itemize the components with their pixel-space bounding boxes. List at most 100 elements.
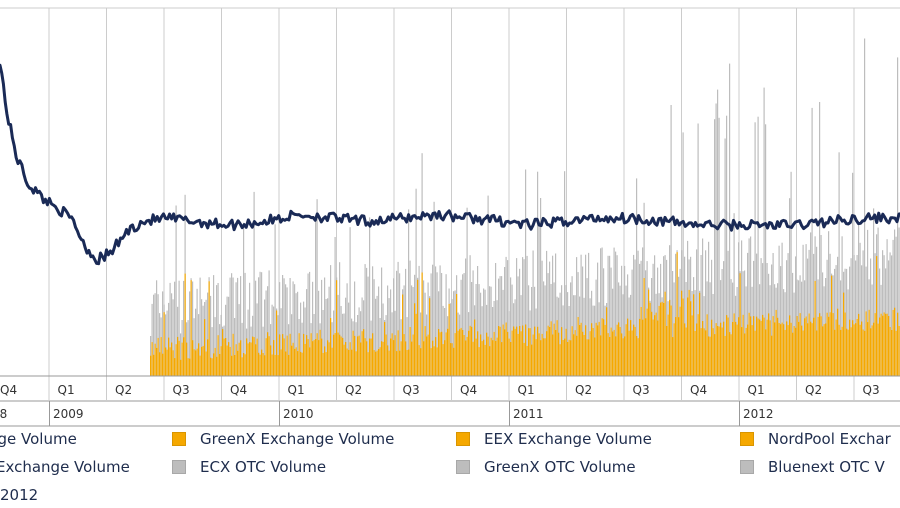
exchange-volume-bar	[204, 319, 206, 376]
otc-volume-bar	[423, 280, 425, 376]
legend-item[interactable]: GreenX Exchange Volume	[172, 429, 394, 449]
otc-volume-bar	[306, 289, 308, 376]
otc-volume-bar	[555, 253, 557, 376]
exchange-volume-bar	[669, 299, 671, 376]
otc-volume-bar	[171, 293, 173, 376]
exchange-volume-bar	[531, 344, 533, 376]
otc-volume-bar	[289, 278, 291, 376]
exchange-volume-bar	[622, 338, 624, 376]
exchange-volume-bar	[297, 351, 299, 376]
otc-volume-bar	[841, 236, 843, 376]
exchange-volume-bar	[294, 348, 296, 376]
exchange-volume-bar	[652, 319, 654, 376]
exchange-volume-bar	[790, 322, 792, 376]
legend-item[interactable]: NordPool Exchar	[740, 429, 891, 449]
exchange-volume-bar	[412, 334, 414, 376]
quarter-tick-label: Q1	[518, 383, 535, 397]
exchange-volume-bar	[240, 340, 242, 376]
exchange-volume-bar	[891, 330, 893, 376]
exchange-volume-bar	[369, 338, 371, 376]
exchange-volume-bar	[837, 308, 839, 376]
legend-item[interactable]: Exchange Volume	[0, 457, 130, 477]
otc-volume-bar	[495, 263, 497, 376]
otc-volume-bar	[816, 246, 818, 376]
exchange-volume-bar	[448, 303, 450, 376]
exchange-volume-bar	[475, 338, 477, 376]
exchange-volume-bar	[640, 307, 642, 376]
exchange-volume-bar	[345, 342, 347, 376]
otc-volume-bar	[607, 255, 609, 376]
otc-volume-bar	[702, 238, 704, 376]
exchange-volume-bar	[588, 339, 590, 376]
otc-volume-bar	[882, 250, 884, 376]
legend-item[interactable]: Bluenext OTC V	[740, 457, 885, 477]
exchange-volume-bar	[150, 355, 152, 376]
otc-volume-bar	[564, 171, 566, 376]
otc-volume-bar	[684, 256, 686, 376]
exchange-volume-bar	[883, 312, 885, 376]
exchange-volume-bar	[453, 347, 455, 376]
otc-volume-bar	[228, 296, 230, 376]
exchange-volume-bar	[295, 347, 297, 376]
exchange-volume-bar	[189, 358, 191, 376]
otc-volume-bar	[267, 286, 269, 376]
exchange-volume-bar	[505, 322, 507, 376]
legend-label: Exchange Volume	[0, 458, 130, 476]
exchange-volume-bar	[517, 333, 519, 376]
exchange-volume-bar	[306, 335, 308, 376]
otc-volume-bar	[822, 272, 824, 376]
otc-volume-bar	[421, 153, 423, 376]
otc-volume-bar	[271, 304, 273, 376]
otc-volume-bar	[886, 239, 888, 376]
otc-volume-bar	[787, 253, 789, 376]
otc-volume-bar	[786, 260, 788, 376]
exchange-volume-bar	[799, 313, 801, 376]
exchange-volume-bar	[312, 341, 314, 376]
otc-volume-bar	[781, 242, 783, 376]
legend-item[interactable]: ECX OTC Volume	[172, 457, 326, 477]
price-line	[0, 63, 900, 266]
exchange-volume-bar	[501, 342, 503, 376]
otc-volume-bar	[670, 105, 672, 376]
exchange-volume-bar	[183, 337, 185, 376]
exchange-volume-bar	[843, 292, 845, 376]
exchange-volume-bar	[268, 336, 270, 376]
exchange-volume-bar	[727, 317, 729, 376]
otc-volume-bar	[585, 254, 587, 376]
exchange-volume-bar	[889, 327, 891, 376]
exchange-volume-bar	[880, 313, 882, 376]
otc-volume-bar	[730, 279, 732, 376]
legend-item[interactable]: GreenX OTC Volume	[456, 457, 636, 477]
otc-volume-bar	[724, 138, 726, 376]
exchange-volume-bar	[390, 338, 392, 376]
exchange-volume-bar	[714, 334, 716, 376]
otc-volume-bar	[633, 254, 635, 376]
otc-volume-bar	[162, 291, 164, 376]
exchange-volume-bar	[180, 359, 182, 376]
exchange-volume-bar	[757, 318, 759, 376]
exchange-volume-bar	[895, 330, 897, 376]
exchange-volume-bar	[375, 351, 377, 376]
exchange-volume-bar	[414, 303, 416, 376]
exchange-volume-bar	[618, 322, 620, 376]
exchange-volume-bar	[886, 313, 888, 376]
exchange-volume-bar	[304, 343, 306, 376]
exchange-volume-bar	[865, 311, 867, 376]
otc-volume-bar	[286, 287, 288, 376]
otc-volume-bar	[153, 294, 155, 376]
otc-volume-bar	[282, 275, 284, 376]
legend-item[interactable]: nge Volume	[0, 429, 77, 449]
legend-item[interactable]: EEX Exchange Volume	[456, 429, 652, 449]
legend-label: ECX OTC Volume	[200, 458, 327, 476]
exchange-volume-bar	[246, 338, 248, 376]
exchange-volume-bar	[637, 338, 639, 376]
otc-volume-bar	[805, 244, 807, 376]
otc-volume-bar	[532, 250, 534, 376]
exchange-volume-bar	[382, 341, 384, 376]
exchange-volume-bar	[400, 341, 402, 376]
exchange-volume-bar	[357, 336, 359, 376]
exchange-volume-bar	[154, 343, 156, 376]
exchange-volume-bar	[502, 324, 504, 376]
exchange-volume-bar	[696, 323, 698, 376]
exchange-volume-bar	[694, 331, 696, 376]
